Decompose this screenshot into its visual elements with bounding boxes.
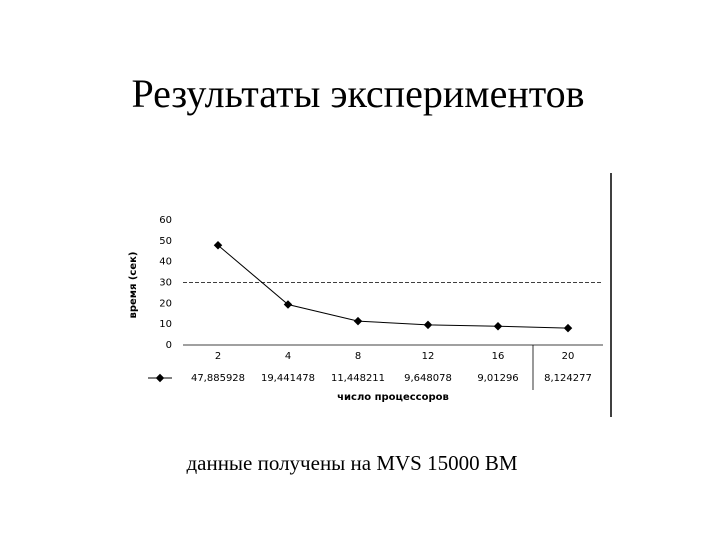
- x-tick-label: 8: [355, 351, 361, 362]
- data-point: [563, 323, 573, 333]
- y-axis-label: время (сек): [128, 252, 139, 319]
- slide-title: Результаты экспериментов: [131, 71, 584, 116]
- data-table-value: 11,448211: [331, 373, 385, 384]
- data-point: [283, 300, 293, 309]
- x-tick-label: 2: [215, 351, 221, 362]
- y-tick-label: 60: [159, 215, 172, 226]
- data-table-value: 8,124277: [544, 373, 592, 384]
- footnote: данные получены на MVS 15000 ВМ: [186, 451, 517, 475]
- x-tick-label: 20: [562, 351, 575, 362]
- y-tick-label: 50: [159, 236, 172, 247]
- y-tick-label: 0: [166, 340, 172, 351]
- data-point: [493, 321, 503, 331]
- x-tick-label: 16: [492, 351, 505, 362]
- y-tick-label: 40: [159, 257, 172, 268]
- y-tick-label: 30: [159, 278, 172, 289]
- y-tick-label: 10: [159, 319, 172, 330]
- data-point: [423, 320, 433, 330]
- x-tick-label: 12: [422, 351, 435, 362]
- data-table-value: 19,441478: [261, 373, 315, 384]
- x-tick-label: 4: [285, 351, 291, 362]
- y-tick-label: 20: [159, 298, 172, 309]
- data-line: [217, 244, 569, 329]
- x-axis-label: число процессоров: [337, 392, 449, 403]
- data-table-value: 9,01296: [477, 373, 518, 384]
- data-point: [353, 316, 363, 326]
- data-point: [213, 240, 223, 250]
- data-table-value: 47,885928: [191, 373, 245, 384]
- legend-marker: [155, 373, 165, 383]
- data-table-value: 9,648078: [404, 373, 452, 384]
